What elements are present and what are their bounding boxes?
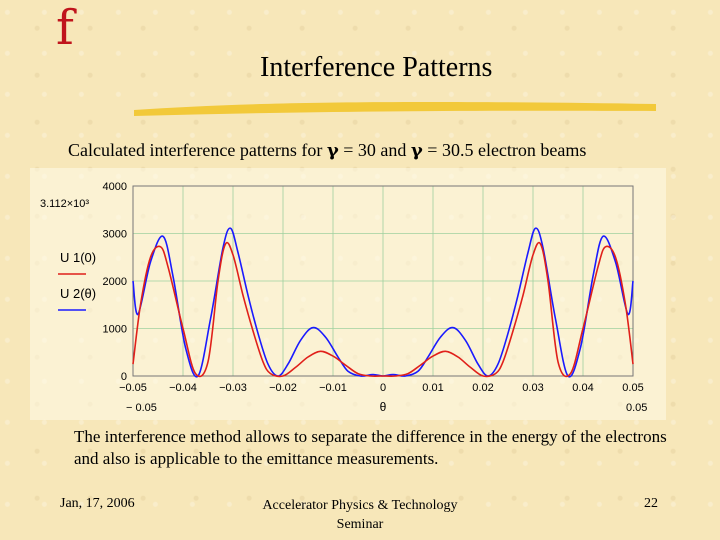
- x-axis-label: θ: [380, 400, 387, 414]
- x-tick-label: 0.05: [622, 382, 643, 394]
- caption-gamma-2: γ: [410, 140, 423, 161]
- series-line-2: [132, 241, 634, 378]
- footer-date: Jan, 17, 2006: [60, 496, 135, 511]
- logo-mark: f: [56, 0, 74, 56]
- caption-text-3: = 30.5 electron beams: [422, 140, 587, 160]
- y-tick-label: 0: [121, 371, 127, 383]
- caption-text-2: = 30 and: [338, 140, 411, 160]
- x-tick-label: 0.04: [572, 382, 593, 394]
- x-tick-label: −0.04: [169, 382, 197, 394]
- caption-text-1: Calculated interference patterns for: [68, 140, 327, 160]
- footer-page-number: 22: [644, 496, 658, 511]
- y-top-annotation: 3.112×10³: [40, 198, 89, 210]
- x-tick-label: −0.01: [319, 382, 347, 394]
- y-tick-label: 3000: [103, 229, 127, 241]
- title-underline: [134, 102, 656, 116]
- x-tick-label: −0.05: [119, 382, 147, 394]
- caption-gamma-1: γ: [326, 140, 339, 161]
- x-tick-label: 0.03: [522, 382, 543, 394]
- x-max-label: 0.05: [626, 402, 647, 414]
- x-tick-label: 0.01: [422, 382, 443, 394]
- legend-label-u2: U 2(θ): [60, 286, 96, 301]
- figure-caption: Calculated interference patterns for γ =…: [68, 140, 586, 161]
- x-tick-label: 0.02: [472, 382, 493, 394]
- y-tick-label: 4000: [103, 181, 127, 193]
- slide-description: The interference method allows to separa…: [74, 427, 667, 468]
- chart-background: [30, 168, 666, 420]
- footer-seminar: Accelerator Physics & Technology Seminar: [262, 498, 458, 532]
- x-min-label: − 0.05: [126, 402, 157, 414]
- y-tick-label: 1000: [103, 324, 127, 336]
- y-tick-label: 2000: [103, 276, 127, 288]
- chart-ticks: −0.05 −0.04 −0.03 −0.02 −0.01 0 0.01 0.02 0.03 0.…: [103, 181, 644, 394]
- chart-series: [132, 227, 634, 378]
- x-tick-label: −0.03: [219, 382, 247, 394]
- x-tick-label: 0: [380, 382, 386, 394]
- slide-title: Interference Patterns: [260, 52, 493, 83]
- legend-label-u1: U 1(0): [60, 250, 96, 265]
- x-tick-label: −0.02: [269, 382, 297, 394]
